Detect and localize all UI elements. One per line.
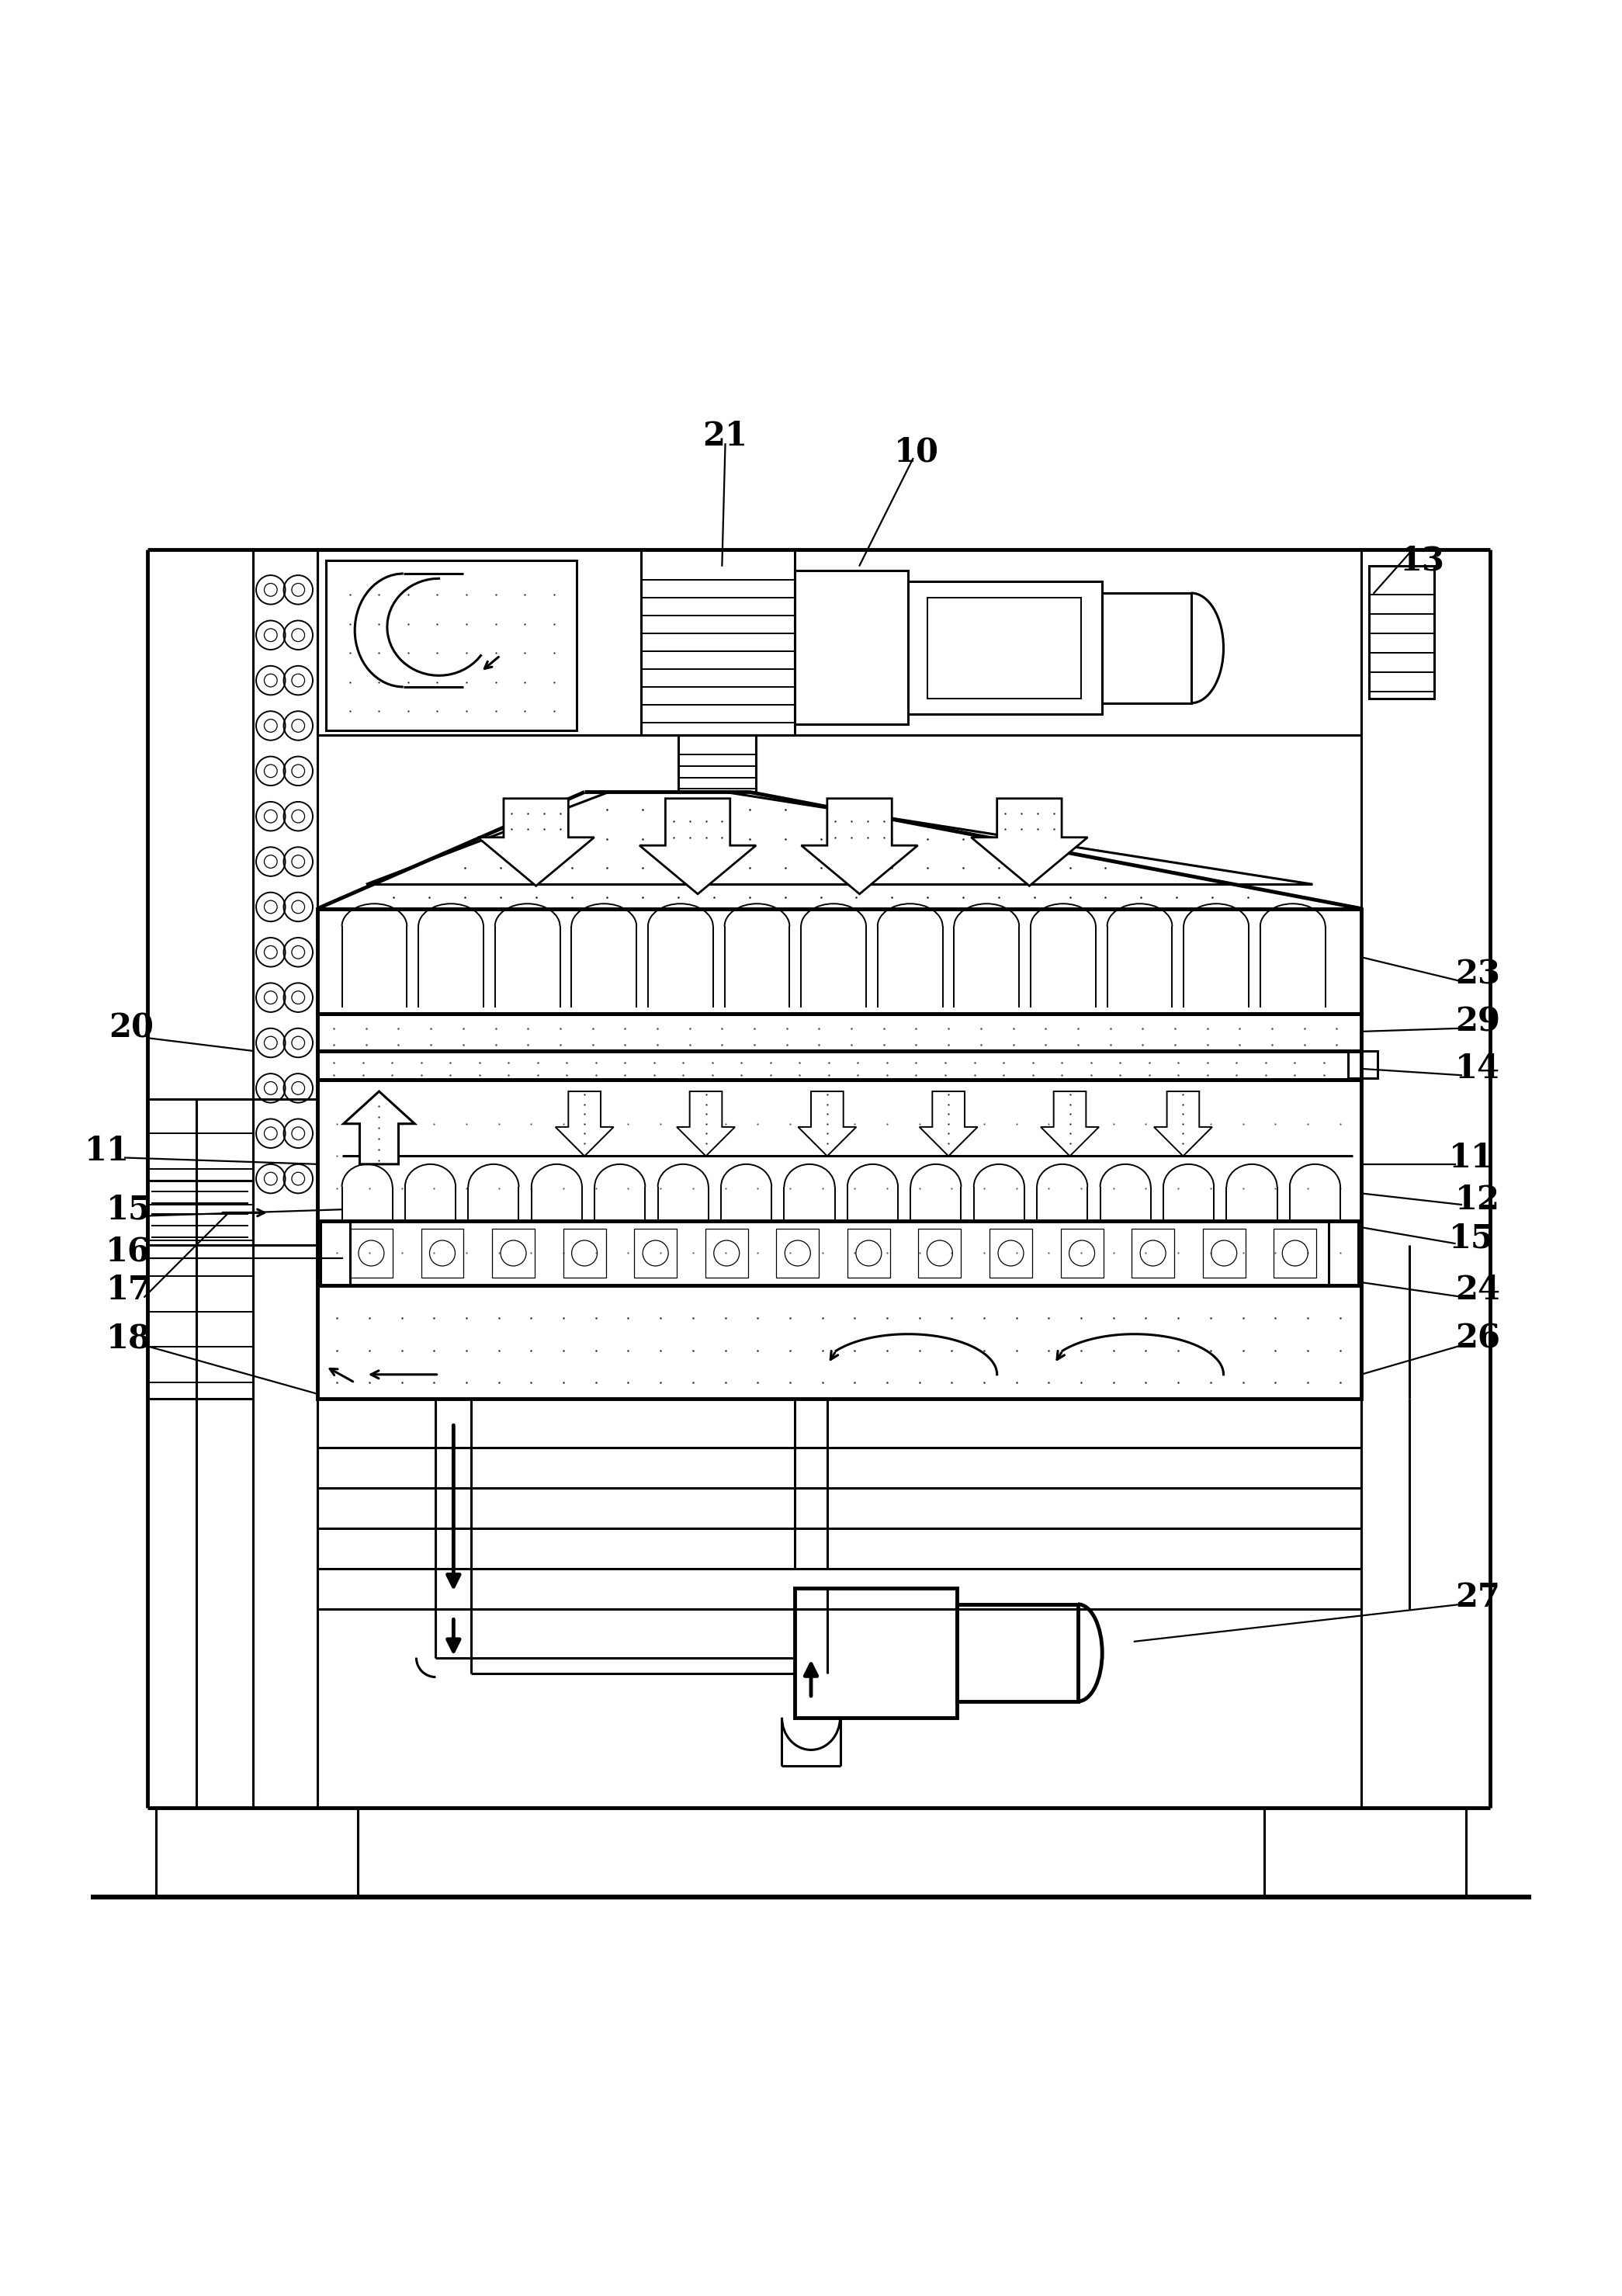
Text: 16: 16: [105, 1235, 151, 1267]
Bar: [847, 1228, 890, 1277]
Text: 23: 23: [1455, 957, 1500, 992]
Polygon shape: [798, 1091, 856, 1157]
Bar: [957, 1605, 1079, 1701]
Bar: [1202, 1228, 1246, 1277]
Polygon shape: [639, 799, 756, 893]
Text: 11: 11: [1448, 1141, 1494, 1173]
Text: 11: 11: [84, 1134, 130, 1169]
Bar: [908, 581, 1103, 714]
Bar: [350, 1228, 393, 1277]
Text: 26: 26: [1455, 1322, 1500, 1355]
Text: 13: 13: [1400, 544, 1445, 576]
Bar: [641, 549, 795, 735]
Bar: [1348, 1052, 1377, 1079]
Polygon shape: [1153, 1091, 1212, 1157]
Polygon shape: [1041, 1091, 1100, 1157]
Polygon shape: [344, 1091, 415, 1164]
Bar: [1328, 1221, 1358, 1286]
Bar: [1273, 1228, 1317, 1277]
Bar: [253, 549, 318, 1244]
Bar: [989, 1228, 1032, 1277]
Bar: [318, 549, 1361, 735]
Polygon shape: [972, 799, 1088, 886]
Bar: [918, 1228, 962, 1277]
Polygon shape: [920, 1091, 978, 1157]
Bar: [563, 1228, 605, 1277]
Bar: [491, 1228, 535, 1277]
Polygon shape: [478, 799, 594, 886]
Text: 27: 27: [1455, 1582, 1500, 1614]
Text: 12: 12: [1455, 1182, 1500, 1217]
Text: 29: 29: [1455, 1006, 1500, 1038]
Bar: [678, 735, 756, 792]
Bar: [706, 1228, 748, 1277]
Text: 24: 24: [1455, 1274, 1500, 1306]
Bar: [795, 569, 908, 723]
Bar: [1369, 565, 1434, 698]
Text: 20: 20: [109, 1013, 154, 1045]
Text: 18: 18: [105, 1322, 151, 1355]
Bar: [1061, 1228, 1103, 1277]
Text: 17: 17: [105, 1274, 151, 1306]
Text: 14: 14: [1455, 1052, 1500, 1086]
Bar: [318, 909, 1361, 1015]
Bar: [148, 1180, 253, 1244]
Text: 15: 15: [1448, 1221, 1494, 1256]
Bar: [318, 1052, 1361, 1079]
Bar: [928, 597, 1082, 698]
Text: 15: 15: [105, 1194, 151, 1226]
Text: 10: 10: [894, 436, 939, 468]
Bar: [422, 1228, 464, 1277]
Bar: [795, 1589, 957, 1717]
Bar: [321, 1221, 350, 1286]
Bar: [318, 1015, 1361, 1052]
Bar: [1132, 1228, 1174, 1277]
Bar: [777, 1228, 819, 1277]
Bar: [156, 1809, 358, 1896]
Polygon shape: [676, 1091, 735, 1157]
Polygon shape: [555, 1091, 613, 1157]
Bar: [1103, 592, 1191, 703]
Bar: [326, 560, 576, 730]
Bar: [1264, 1809, 1466, 1896]
Text: 21: 21: [702, 420, 748, 452]
Bar: [318, 1079, 1361, 1398]
Bar: [634, 1228, 676, 1277]
Polygon shape: [801, 799, 918, 893]
